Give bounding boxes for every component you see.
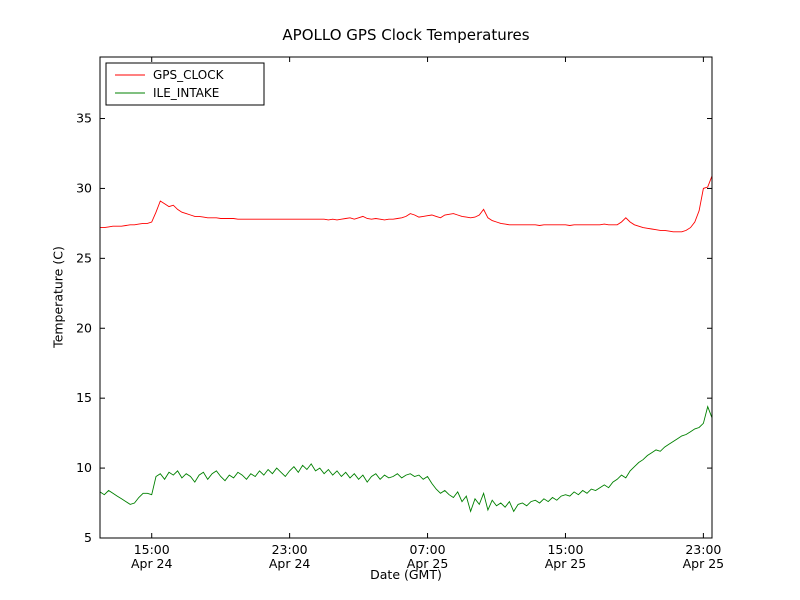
x-tick-label-time: 23:00	[685, 542, 721, 557]
x-tick-label-time: 15:00	[547, 542, 583, 557]
legend-label: ILE_INTAKE	[153, 86, 219, 100]
y-axis-label: Temperature (C)	[50, 246, 66, 348]
y-tick-label: 30	[76, 180, 92, 195]
x-tick-label-date: Apr 24	[131, 556, 173, 571]
y-tick-label: 10	[76, 460, 92, 475]
x-axis-label: Date (GMT)	[370, 567, 442, 582]
x-tick-label-date: Apr 24	[269, 556, 311, 571]
legend-box	[105, 62, 265, 106]
series-line-ILE_INTAKE	[99, 405, 713, 513]
x-tick-label-date: Apr 25	[545, 556, 587, 571]
y-tick-label: 35	[76, 111, 92, 126]
x-tick-label-date: Apr 25	[407, 556, 449, 571]
legend-label: GPS_CLOCK	[153, 68, 225, 82]
chart-title: APOLLO GPS Clock Temperatures	[282, 26, 530, 44]
x-tick-label-time: 07:00	[410, 542, 446, 557]
series-line-GPS_CLOCK	[100, 175, 713, 233]
axes-frame	[99, 56, 713, 539]
y-tick-label: 25	[76, 250, 92, 265]
x-tick-label-time: 23:00	[272, 542, 308, 557]
x-tick-label-time: 15:00	[134, 542, 170, 557]
y-tick-label: 20	[76, 320, 92, 335]
x-tick-label-date: Apr 25	[683, 556, 725, 571]
y-tick-label: 15	[76, 390, 92, 405]
y-tick-label: 5	[84, 530, 92, 545]
